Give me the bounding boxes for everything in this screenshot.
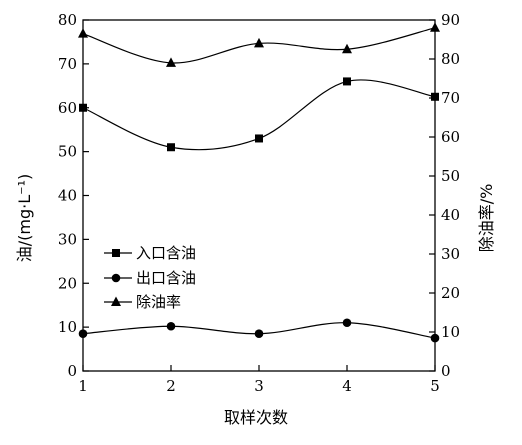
data-point (78, 28, 88, 38)
right-tick-label: 60 (441, 128, 460, 146)
left-tick-label: 50 (58, 143, 77, 161)
data-point (430, 22, 440, 32)
data-point (79, 103, 87, 112)
left-tick-label: 80 (58, 11, 77, 29)
legend-marker (111, 273, 121, 283)
x-tick-label: 5 (430, 377, 440, 395)
data-point (167, 143, 175, 152)
right-tick-label: 50 (441, 167, 460, 185)
x-axis-ticks: 1 2 3 4 5 (78, 365, 440, 395)
series-triangle (78, 22, 440, 67)
x-tick-label: 4 (342, 377, 352, 395)
data-point (431, 92, 439, 101)
legend-label: 入口含油 (136, 244, 196, 262)
data-point (430, 333, 440, 343)
left-tick-label: 60 (58, 99, 77, 117)
right-tick-label: 20 (441, 284, 460, 302)
left-tick-label: 10 (58, 318, 77, 336)
legend-item: 除油率 (104, 293, 181, 311)
right-axis-title: 除油率/% (477, 184, 496, 253)
right-tick-label: 0 (441, 362, 451, 380)
legend-marker (112, 249, 120, 257)
series-circle (78, 318, 440, 343)
x-tick-label: 1 (78, 377, 88, 395)
data-point (78, 329, 88, 339)
data-point (166, 321, 176, 331)
series-layer (78, 22, 440, 343)
left-tick-label: 40 (58, 187, 77, 205)
left-axis-ticks: 0 10 20 30 40 50 60 70 80 (58, 11, 89, 380)
x-axis-title: 取样次数 (224, 408, 288, 427)
data-point (254, 329, 264, 339)
right-tick-label: 70 (441, 89, 460, 107)
left-tick-label: 30 (58, 230, 77, 248)
legend-item: 出口含油 (104, 269, 196, 287)
data-point (342, 318, 352, 328)
left-axis-title: 油/(mg·L⁻¹) (15, 174, 34, 262)
legend-label: 出口含油 (136, 269, 196, 287)
x-tick-label: 3 (254, 377, 264, 395)
right-tick-label: 90 (441, 11, 460, 29)
series-square (79, 77, 439, 152)
left-tick-label: 20 (58, 274, 77, 292)
right-axis-ticks: 0 10 20 30 40 50 60 70 80 90 (429, 11, 460, 380)
data-point (166, 57, 176, 67)
right-tick-label: 10 (441, 323, 460, 341)
right-tick-label: 40 (441, 206, 460, 224)
legend-label: 除油率 (136, 293, 181, 311)
plot-frame (82, 19, 436, 372)
legend-marker (111, 296, 121, 306)
data-point (255, 134, 263, 143)
left-tick-label: 70 (58, 55, 77, 73)
x-tick-label: 2 (166, 377, 176, 395)
right-tick-label: 30 (441, 245, 460, 263)
right-tick-label: 80 (441, 50, 460, 68)
left-tick-label: 0 (67, 362, 77, 380)
data-point (343, 77, 351, 86)
data-point (342, 43, 352, 54)
plot-border (82, 19, 436, 372)
data-point (254, 37, 264, 48)
legend-item: 入口含油 (104, 244, 196, 262)
